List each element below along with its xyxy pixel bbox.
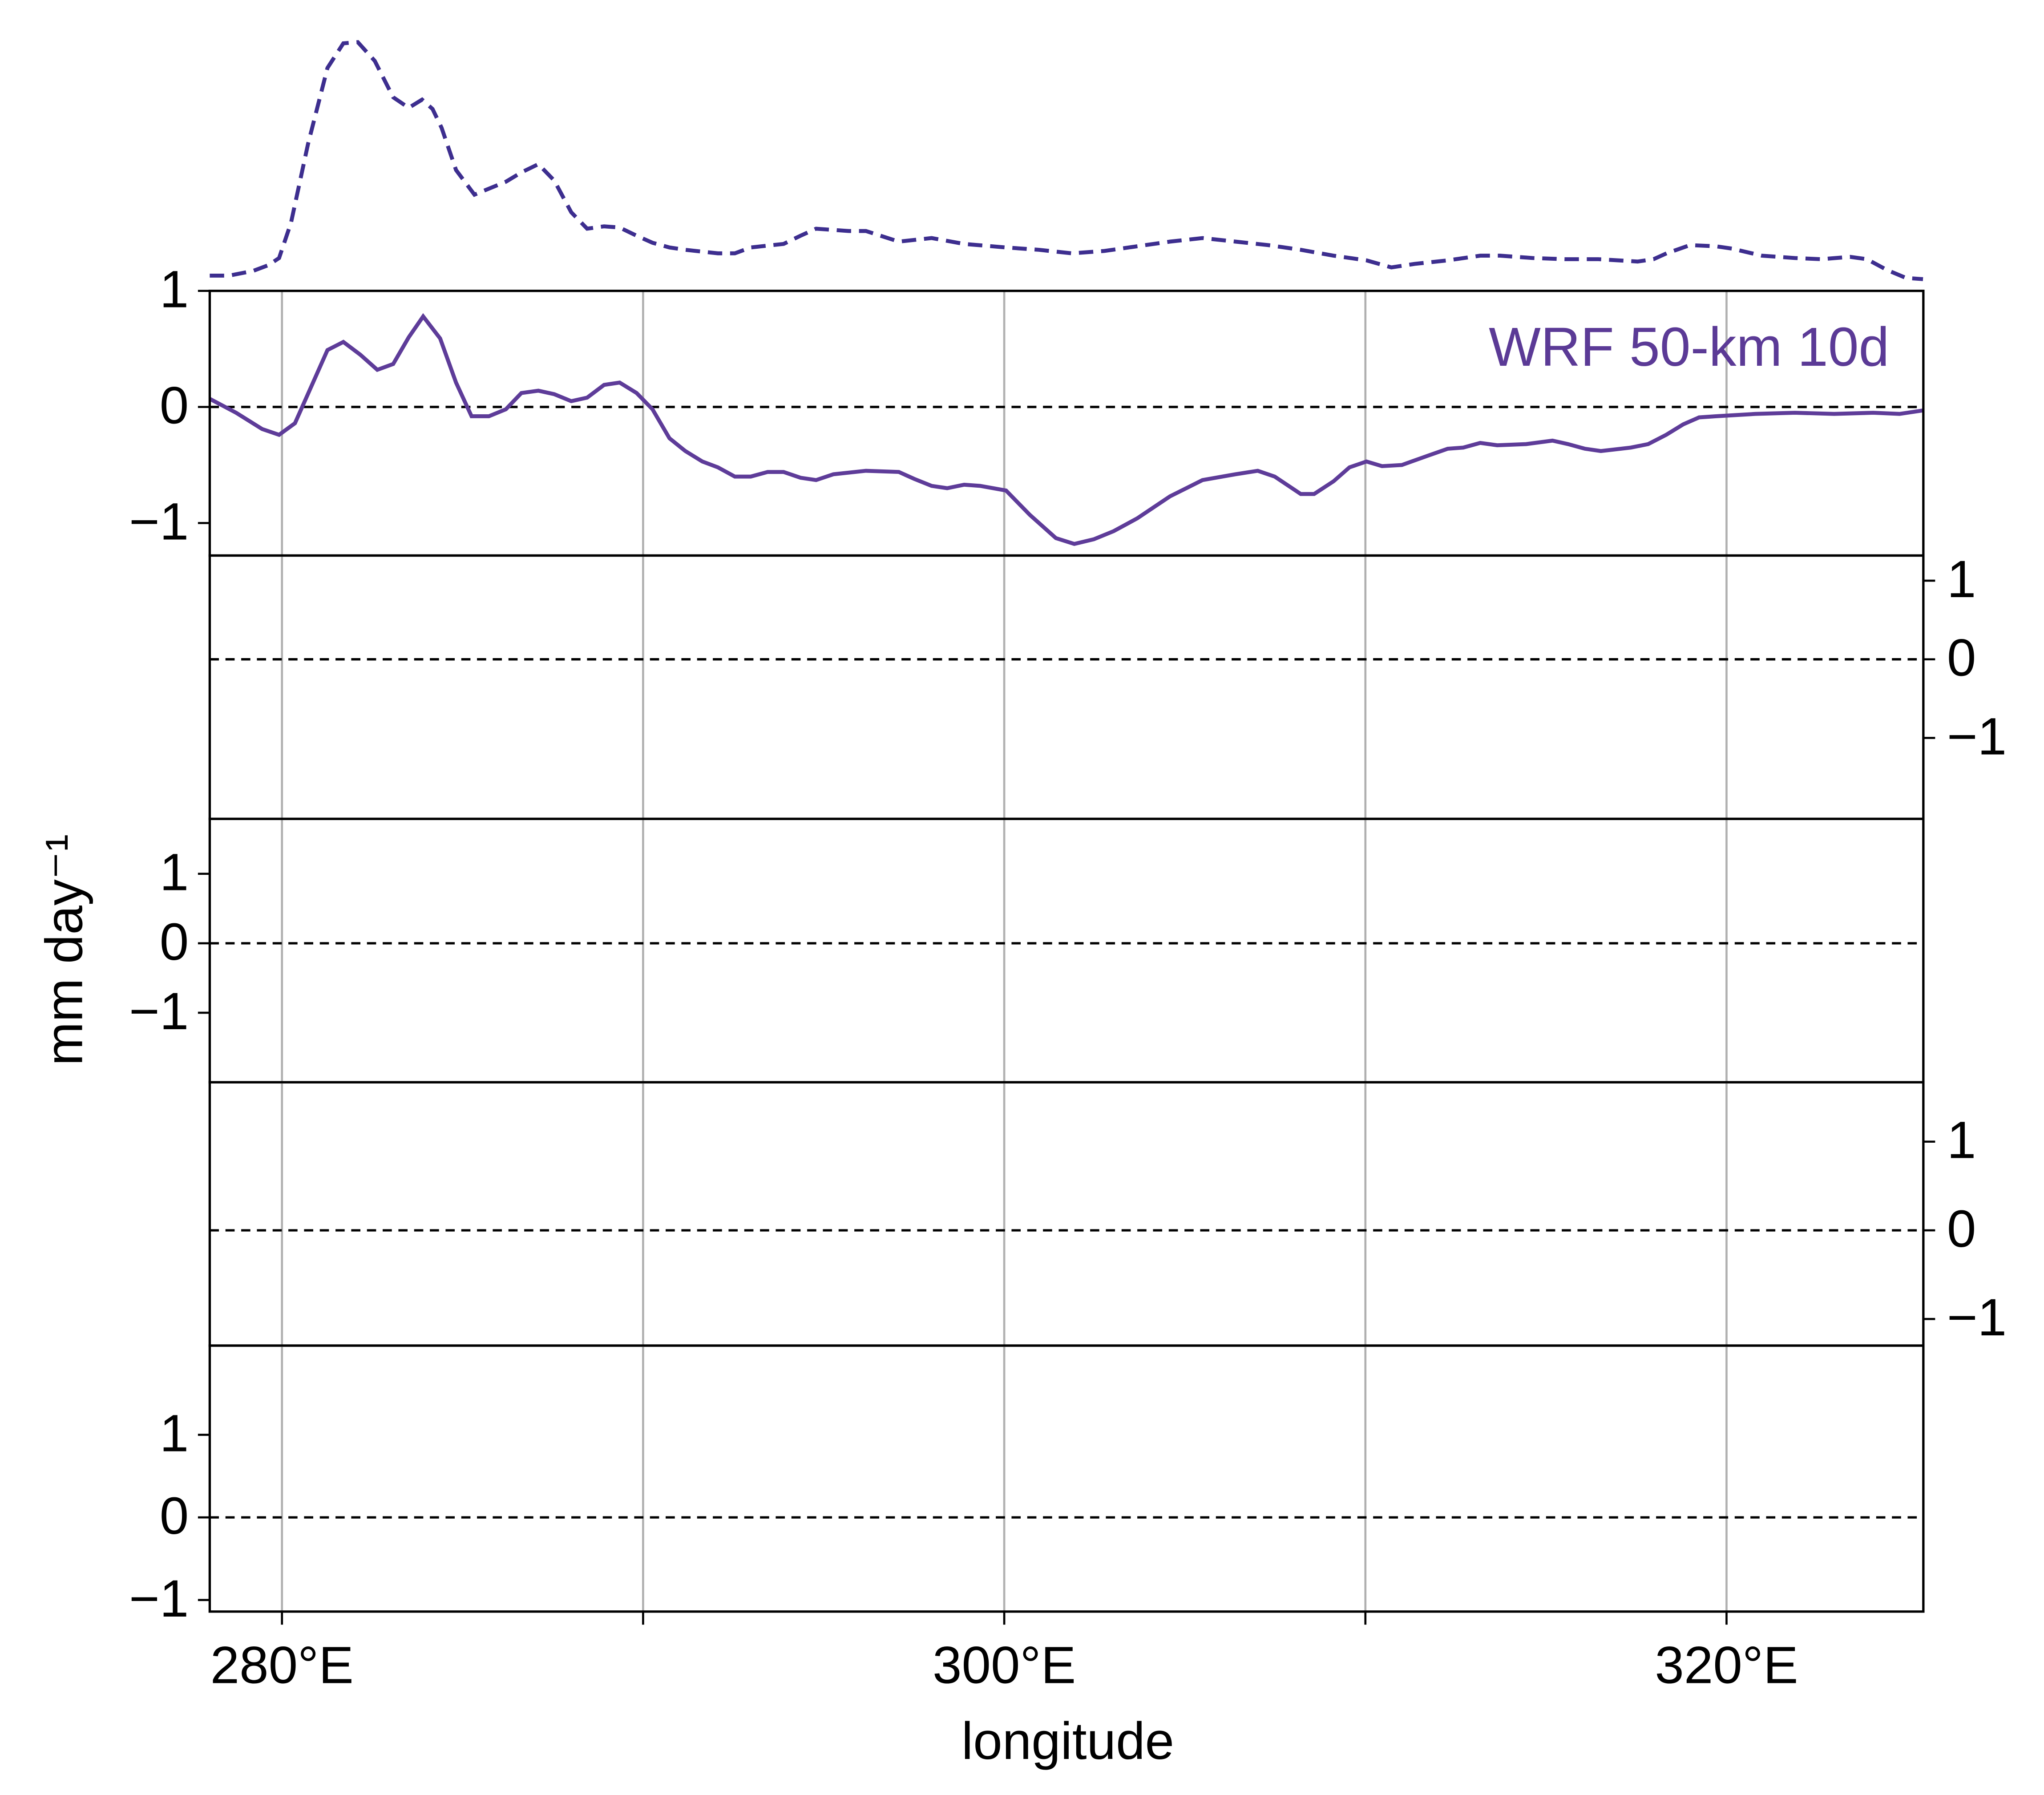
- panel-frame: [208, 817, 1925, 1083]
- y-tick-label: −1: [129, 982, 189, 1040]
- y-axis-label: mm day⁻¹: [34, 834, 93, 1066]
- data-line: [209, 313, 1923, 546]
- annotation: WRF 50-km 10d: [1489, 316, 1889, 378]
- y-tick-label: −1: [1947, 707, 2007, 765]
- y-tick-label: 1: [1947, 1111, 1976, 1169]
- y-tick-label: 1: [160, 843, 189, 902]
- x-axis-label: longitude: [961, 1711, 1174, 1770]
- y-tick-label: −1: [129, 1569, 189, 1628]
- x-tick-label: 280°E: [210, 1635, 354, 1694]
- y-tick-label: 1: [1947, 550, 1976, 608]
- y-tick-label: 1: [160, 260, 189, 319]
- y-tick-label: 0: [160, 912, 189, 971]
- y-tick-label: 0: [1947, 628, 1976, 687]
- panel-frame: [208, 1344, 1925, 1613]
- y-tick-label: 0: [1947, 1199, 1976, 1258]
- y-tick-label: −1: [129, 492, 189, 550]
- x-tick-label: 320°E: [1655, 1635, 1798, 1694]
- panel-frame: [208, 554, 1925, 820]
- panel-frame: [208, 1081, 1925, 1347]
- y-tick-label: 0: [160, 376, 189, 435]
- x-tick-label: 300°E: [933, 1635, 1076, 1694]
- top-line: [210, 40, 1923, 281]
- y-tick-label: −1: [1947, 1288, 2007, 1346]
- y-tick-label: 1: [160, 1404, 189, 1463]
- y-tick-label: 0: [160, 1486, 189, 1545]
